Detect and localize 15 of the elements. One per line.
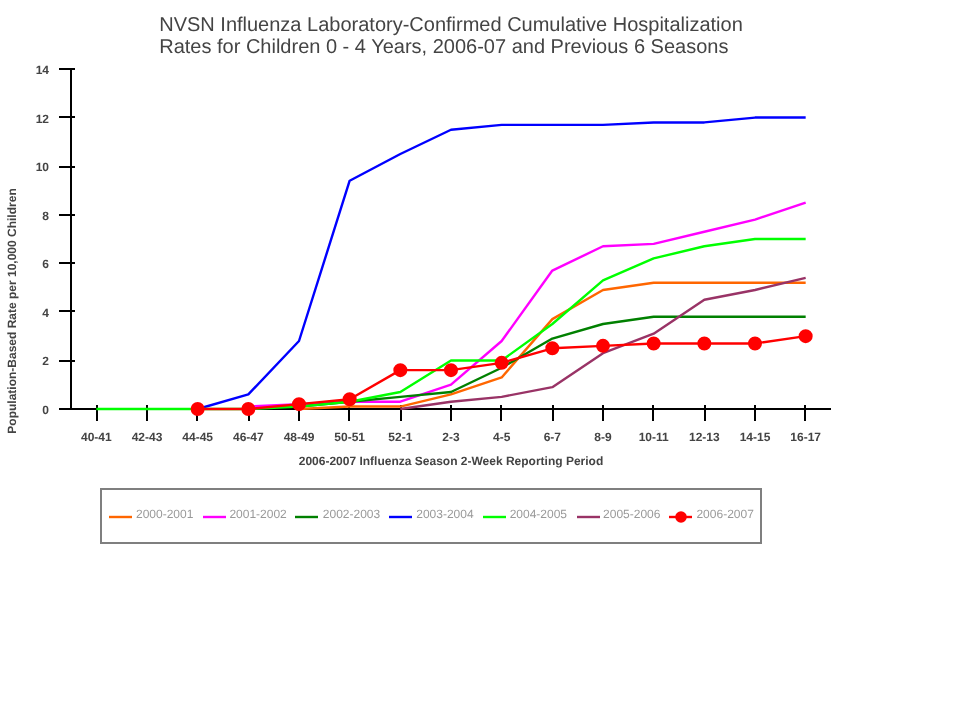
point <box>393 363 408 378</box>
point <box>494 355 509 370</box>
point <box>596 338 610 353</box>
point <box>545 341 560 356</box>
point <box>190 402 205 416</box>
point <box>748 336 762 351</box>
point <box>342 392 357 407</box>
chart-title: NVSN Influenza Laboratory-Confirmed Cumulative Hospitalization Rates for Children 0 - 4 Years, 2006-07 and Previous 6 Seasons <box>159 15 743 59</box>
point <box>292 397 306 412</box>
point <box>444 363 458 378</box>
point <box>697 336 712 351</box>
point <box>798 329 813 344</box>
point <box>241 402 256 416</box>
line-series <box>399 276 807 411</box>
point <box>646 336 661 351</box>
